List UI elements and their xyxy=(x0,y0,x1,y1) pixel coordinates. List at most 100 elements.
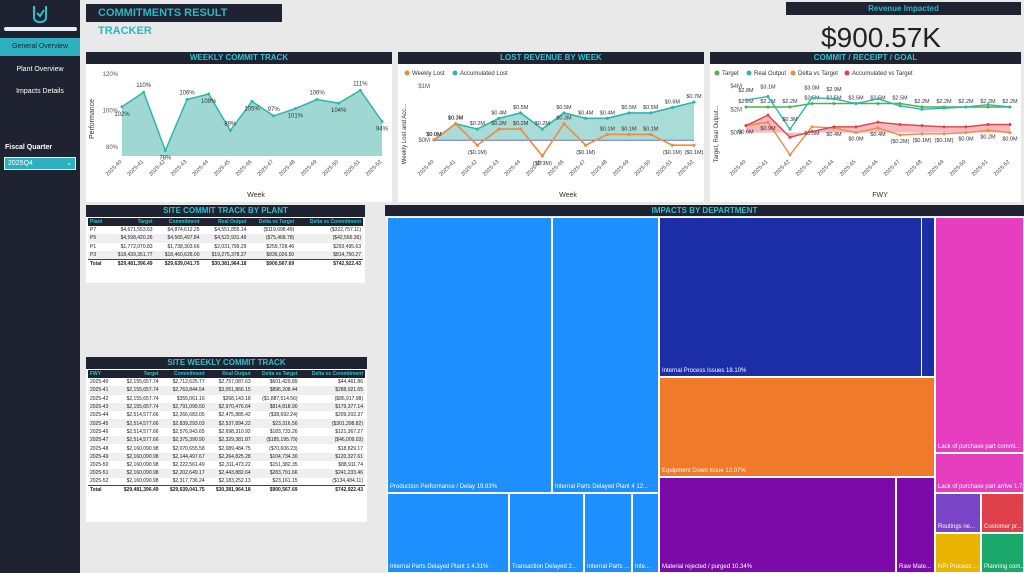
column-header[interactable]: Real Output xyxy=(206,370,253,378)
column-header[interactable]: FWY xyxy=(88,370,115,378)
weekly-commit-xlabel: Week xyxy=(247,192,265,199)
treemap-tile[interactable]: Internal Parts Delayed Plant 4 12... xyxy=(552,217,659,493)
weekly-line-point xyxy=(540,154,544,158)
table-cell: 2025-41 xyxy=(88,386,115,395)
data-label: $3.1M xyxy=(760,85,776,91)
kpi-value: $900.57K xyxy=(821,22,941,53)
performance-point xyxy=(163,149,167,153)
treemap-tile-label: Inte... xyxy=(635,564,651,570)
column-header[interactable]: Plant xyxy=(88,218,108,226)
accumulated-line-point xyxy=(986,123,990,126)
data-label: $2.2M xyxy=(958,99,974,105)
treemap-tile[interactable]: Transaction Delayed 2... xyxy=(509,493,584,573)
table-cell: $836,026.50 xyxy=(248,250,297,260)
target-line-point xyxy=(898,102,902,105)
legend-label: Delta vs Target xyxy=(798,71,838,77)
treemap-tile-label: Transaction Delayed 2... xyxy=(512,564,577,570)
table-cell: $209,202.37 xyxy=(335,412,363,419)
table-cell: $900,567.69 xyxy=(248,258,297,268)
x-tick-label: 2025-44 xyxy=(817,159,836,178)
kpi-label: Revenue Impacted xyxy=(786,2,1021,15)
treemap-tile[interactable]: Material rejected / purged 10.34% xyxy=(659,477,896,573)
delta-line-point xyxy=(810,125,814,129)
table-cell: $896,208.44 xyxy=(252,386,300,395)
data-label: $2.5M xyxy=(848,96,864,102)
data-label: 106% xyxy=(179,91,195,97)
x-tick-label: 2025-41 xyxy=(439,159,458,178)
table-cell: $4,565,497.84 xyxy=(154,234,202,243)
table-cell: $283,791.66 xyxy=(252,469,300,478)
performance-area xyxy=(122,90,382,156)
table-cell: $29,481,396.49 xyxy=(107,258,155,268)
commit-goal-ylabel: Target, Real Output... xyxy=(714,105,720,162)
legend-marker xyxy=(746,70,752,76)
x-tick-label: 2025-45 xyxy=(839,159,858,178)
treemap-tile[interactable]: Internal Parts Delayed Plant 1 4.31% xyxy=(387,493,509,573)
table-cell: 2025-44 xyxy=(90,412,109,419)
column-header[interactable]: Commitment xyxy=(160,370,207,378)
treemap-tile[interactable]: Routings ne... xyxy=(935,493,981,533)
data-label: 111% xyxy=(353,81,368,87)
column-header[interactable]: Real Output xyxy=(201,218,249,226)
treemap-tile[interactable]: NPI Process ... xyxy=(935,533,981,573)
weekly-commit-chart: Performance Week 120%100%80%2025-40 2025-… xyxy=(89,72,389,199)
table-cell: $2,264,825.28 xyxy=(206,452,253,461)
table-cell: ($1,887,514.56) xyxy=(262,395,298,402)
real-output-line-point xyxy=(986,103,990,107)
table-cell: $2,375,390.90 xyxy=(160,436,207,445)
column-header[interactable]: Delta vs Commitment xyxy=(296,218,363,226)
table-cell: 2025-42 xyxy=(90,395,109,402)
treemap-tile[interactable]: Inte... xyxy=(632,493,659,573)
x-tick-label: 2025-50 xyxy=(949,159,968,178)
treemap-tile[interactable]: Internal Process Issues 18.10% xyxy=(659,217,922,377)
fiscal-quarter-dropdown[interactable]: 2025Q4 ⌄ xyxy=(4,157,76,170)
table-cell: $2,155,657.74 xyxy=(126,379,159,386)
treemap-tile[interactable]: Equipment Down Issue 12.07% xyxy=(659,377,935,477)
column-header[interactable]: Commitment xyxy=(154,218,202,226)
data-label: 94% xyxy=(376,126,389,132)
treemap-tile[interactable]: Raw Mate... xyxy=(896,477,935,573)
column-header[interactable]: Delta vs Commitment xyxy=(299,370,365,378)
real-output-line-point xyxy=(788,127,792,131)
table-cell: ($301,398.82) xyxy=(299,419,365,428)
accumulated-line-point xyxy=(810,130,814,133)
accumulated-line-point xyxy=(788,135,792,139)
column-header[interactable]: Delta vs Target xyxy=(252,370,300,378)
table-cell: 2025-47 xyxy=(88,436,115,445)
treemap-tile[interactable]: Production Performance / Delay 19.83% xyxy=(387,217,552,493)
table-cell: $2,514,577.66 xyxy=(126,428,159,435)
accumulated-line-point xyxy=(854,125,858,129)
weekly-line-point xyxy=(649,132,653,137)
nav-general-overview[interactable]: General Overview xyxy=(0,38,80,56)
y-tick-label: $2M xyxy=(730,107,742,113)
data-label: $0.3M xyxy=(782,117,798,123)
treemap-tile[interactable]: Internal Parts ... xyxy=(584,493,632,573)
treemap-tile[interactable]: Planning com... xyxy=(981,533,1024,573)
treemap-tile[interactable]: Lack of purchase part commi... xyxy=(935,217,1024,453)
delta-line-point xyxy=(986,128,990,132)
impacts-treemap: OperationsProduction Performance / Delay… xyxy=(387,217,1024,573)
column-header[interactable]: Target xyxy=(114,370,161,378)
column-header[interactable]: Delta vs Target xyxy=(248,218,297,226)
table-cell: $151,382.35 xyxy=(269,462,298,469)
column-header[interactable]: Target xyxy=(107,218,155,226)
performance-point xyxy=(142,90,146,94)
performance-point xyxy=(315,98,319,102)
accumulated-line-point xyxy=(1008,123,1012,126)
data-label: 104% xyxy=(331,108,347,114)
data-label: $3.0M xyxy=(804,86,820,92)
treemap-tile[interactable]: Customer pr... xyxy=(981,493,1024,533)
table-cell: $2,031,799.29 xyxy=(214,243,247,250)
nav-impacts-details[interactable]: Impacts Details xyxy=(16,88,64,95)
nav-plant-overview[interactable]: Plant Overview xyxy=(16,66,64,73)
table-cell: Total xyxy=(88,485,115,495)
table-cell: $268,143.18 xyxy=(222,395,251,402)
sidebar-search-bar[interactable] xyxy=(4,27,77,31)
table-cell: 2025-40 xyxy=(90,379,109,386)
accumulated-line-point xyxy=(584,116,588,120)
x-tick-label: 2025-48 xyxy=(905,159,924,178)
treemap-tile[interactable]: Lack of purchase part arrive 1.72% xyxy=(935,453,1024,493)
accumulated-line-point xyxy=(898,123,902,126)
data-label: ($0.1M) xyxy=(663,150,682,156)
table-cell: $2,160,090.98 xyxy=(114,469,161,478)
